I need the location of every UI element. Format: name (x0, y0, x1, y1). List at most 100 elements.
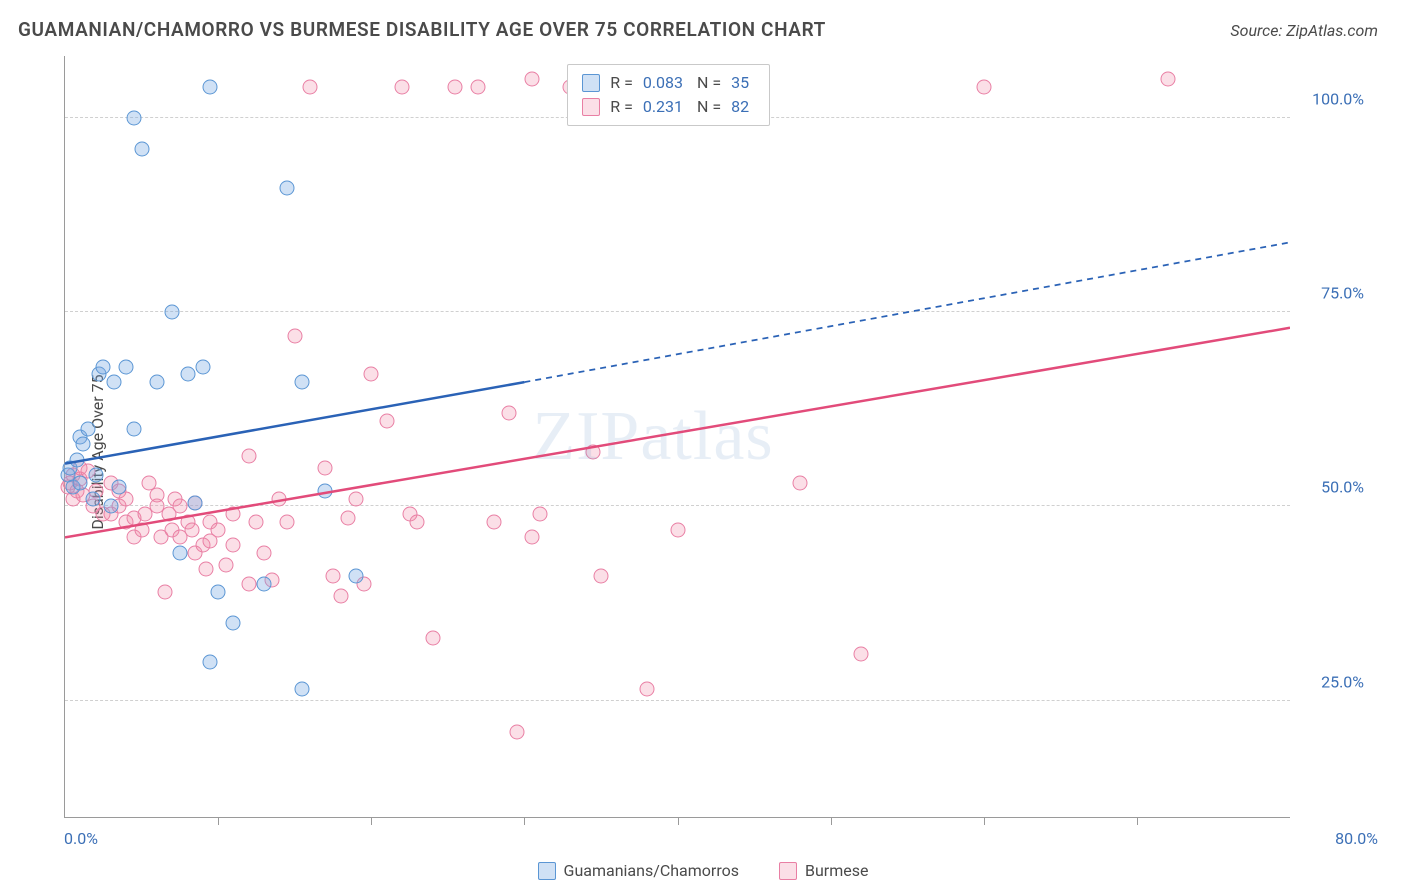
data-point (165, 305, 180, 320)
data-point (586, 445, 601, 460)
data-point (226, 615, 241, 630)
data-point (126, 111, 141, 126)
data-point (80, 421, 95, 436)
data-point (295, 375, 310, 390)
source-label: Source: ZipAtlas.com (1230, 21, 1378, 40)
data-point (172, 499, 187, 514)
x-tick (218, 817, 219, 825)
data-point (188, 495, 203, 510)
data-point (471, 80, 486, 95)
legend-label: Burmese (805, 861, 868, 880)
correlation-legend: R = 0.083 N = 35R = 0.231 N = 82 (567, 64, 770, 126)
legend-row: R = 0.231 N = 82 (582, 95, 755, 119)
plot-area: ZIPatlas R = 0.083 N = 35R = 0.231 N = 8… (64, 56, 1290, 818)
data-point (211, 584, 226, 599)
data-point (218, 557, 233, 572)
x-tick (831, 817, 832, 825)
series-legend: Guamanians/Chamorros Burmese (0, 861, 1406, 880)
x-tick (524, 817, 525, 825)
data-point (318, 460, 333, 475)
data-point (241, 577, 256, 592)
legend-swatch (582, 98, 600, 116)
data-point (425, 631, 440, 646)
data-point (149, 487, 164, 502)
data-point (670, 522, 685, 537)
data-point (257, 577, 272, 592)
legend-item: Burmese (779, 861, 868, 880)
data-point (195, 359, 210, 374)
data-point (854, 646, 869, 661)
data-point (226, 507, 241, 522)
legend-swatch (582, 74, 600, 92)
data-point (364, 367, 379, 382)
data-point (532, 507, 547, 522)
grid-line (65, 311, 1290, 312)
data-point (639, 681, 654, 696)
data-point (111, 479, 126, 494)
x-max-label: 80.0% (1335, 829, 1378, 848)
data-point (272, 491, 287, 506)
data-point (341, 511, 356, 526)
grid-line (65, 505, 1290, 506)
data-point (88, 468, 103, 483)
data-point (85, 491, 100, 506)
data-point (525, 530, 540, 545)
y-tick-label: 75.0% (1300, 284, 1364, 303)
data-point (486, 514, 501, 529)
data-point (203, 80, 218, 95)
data-point (295, 681, 310, 696)
trend-lines (65, 56, 1290, 817)
data-point (198, 561, 213, 576)
x-tick (371, 817, 372, 825)
y-tick-label: 50.0% (1300, 478, 1364, 497)
data-point (172, 545, 187, 560)
data-point (348, 569, 363, 584)
data-point (73, 476, 88, 491)
x-tick (1137, 817, 1138, 825)
legend-swatch (538, 862, 556, 880)
data-point (76, 437, 91, 452)
legend-label: Guamanians/Chamorros (564, 861, 739, 880)
data-point (410, 514, 425, 529)
data-point (96, 359, 111, 374)
legend-row: R = 0.083 N = 35 (582, 71, 755, 95)
data-point (149, 375, 164, 390)
data-point (257, 545, 272, 560)
x-origin-label: 0.0% (64, 829, 98, 848)
data-point (303, 80, 318, 95)
data-point (211, 522, 226, 537)
data-point (157, 584, 172, 599)
data-point (976, 80, 991, 95)
y-tick-label: 100.0% (1300, 90, 1364, 109)
y-tick-label: 25.0% (1300, 672, 1364, 691)
data-point (394, 80, 409, 95)
data-point (318, 483, 333, 498)
data-point (70, 452, 85, 467)
legend-swatch (779, 862, 797, 880)
data-point (287, 328, 302, 343)
data-point (793, 476, 808, 491)
grid-line (65, 700, 1290, 701)
data-point (203, 654, 218, 669)
data-point (525, 72, 540, 87)
data-point (119, 359, 134, 374)
data-point (1160, 72, 1175, 87)
data-point (593, 569, 608, 584)
x-tick (678, 817, 679, 825)
data-point (185, 522, 200, 537)
chart-container: Disability Age Over 75 ZIPatlas R = 0.08… (18, 56, 1378, 848)
data-point (134, 142, 149, 157)
data-point (502, 406, 517, 421)
data-point (241, 448, 256, 463)
watermark-text: ZIPatlas (532, 397, 773, 477)
data-point (226, 538, 241, 553)
data-point (448, 80, 463, 95)
data-point (126, 421, 141, 436)
x-tick (984, 817, 985, 825)
data-point (180, 367, 195, 382)
data-point (509, 724, 524, 739)
data-point (280, 181, 295, 196)
data-point (379, 413, 394, 428)
data-point (325, 569, 340, 584)
legend-item: Guamanians/Chamorros (538, 861, 739, 880)
